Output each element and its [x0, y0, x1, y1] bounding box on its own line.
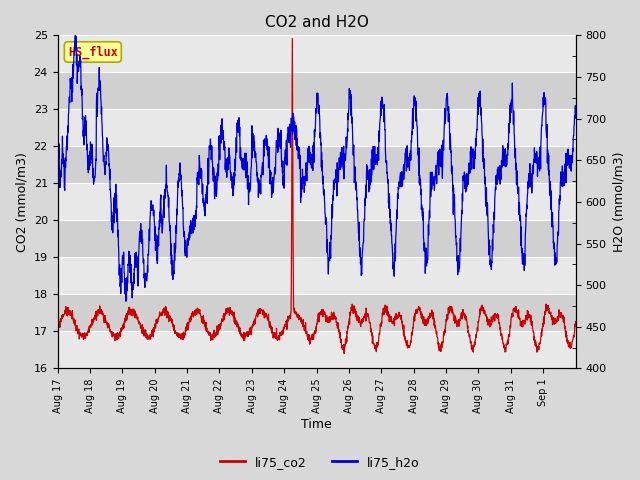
Bar	[58, 257, 575, 294]
Y-axis label: H2O (mmol/m3): H2O (mmol/m3)	[612, 152, 625, 252]
Bar	[58, 146, 575, 183]
Bar	[58, 294, 575, 332]
Bar	[58, 36, 575, 72]
Y-axis label: CO2 (mmol/m3): CO2 (mmol/m3)	[15, 152, 28, 252]
Title: CO2 and H2O: CO2 and H2O	[264, 15, 369, 30]
X-axis label: Time: Time	[301, 419, 332, 432]
Bar	[58, 72, 575, 109]
Bar	[58, 109, 575, 146]
Bar	[58, 332, 575, 369]
Bar	[58, 183, 575, 220]
Legend: li75_co2, li75_h2o: li75_co2, li75_h2o	[215, 451, 425, 474]
Text: HS_flux: HS_flux	[68, 45, 118, 59]
Bar	[58, 220, 575, 257]
